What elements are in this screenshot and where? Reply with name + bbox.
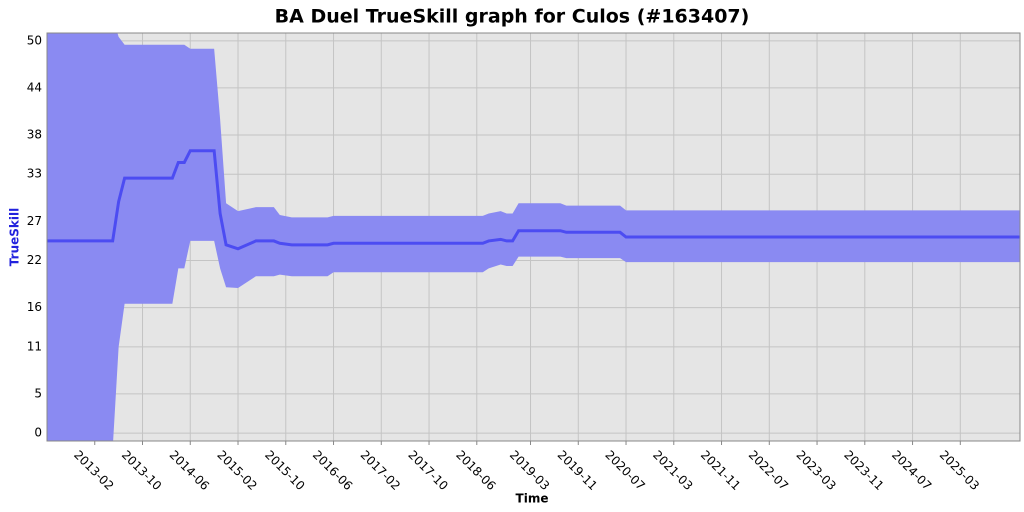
x-tick-label: 2018-06 xyxy=(453,448,498,493)
x-tick-label: 2016-06 xyxy=(310,448,355,493)
y-tick-label: 33 xyxy=(27,167,42,181)
x-tick-label: 2022-07 xyxy=(746,448,791,493)
x-tick-label: 2020-07 xyxy=(602,448,647,493)
x-tick-label: 2024-07 xyxy=(889,448,934,493)
x-tick-label: 2025-03 xyxy=(937,448,982,493)
plot-border xyxy=(46,32,1021,442)
x-tick-label: 2023-03 xyxy=(793,448,838,493)
x-tick-label: 2017-10 xyxy=(405,448,450,493)
y-tick-label: 38 xyxy=(27,128,42,142)
uncertainty-band xyxy=(47,33,1020,441)
y-tick-label: 44 xyxy=(27,80,42,94)
x-tick-label: 2021-11 xyxy=(698,448,743,493)
x-tick-label: 2021-03 xyxy=(650,448,695,493)
x-tick-label: 2023-11 xyxy=(841,448,886,493)
x-tick-label: 2019-11 xyxy=(555,448,600,493)
x-tick-label: 2013-02 xyxy=(71,448,116,493)
y-tick-label: 50 xyxy=(27,33,42,47)
y-tick-label: 11 xyxy=(27,339,42,353)
y-axis-label: TrueSkill xyxy=(8,208,22,266)
x-tick-label: 2013-10 xyxy=(119,448,164,493)
chart-title: BA Duel TrueSkill graph for Culos (#1634… xyxy=(275,6,750,28)
y-tick-label: 5 xyxy=(34,386,42,400)
x-tick-label: 2015-10 xyxy=(262,448,307,493)
x-tick-label: 2017-02 xyxy=(358,448,403,493)
x-tick-label: 2019-03 xyxy=(507,448,552,493)
x-axis-label: Time xyxy=(516,492,549,506)
x-tick-label: 2014-06 xyxy=(167,448,212,493)
y-tick-label: 27 xyxy=(27,214,42,228)
y-tick-label: 22 xyxy=(27,253,42,267)
y-tick-label: 16 xyxy=(27,300,42,314)
y-tick-label: 0 xyxy=(34,426,42,440)
trueskill-line xyxy=(47,149,1020,251)
x-tick-label: 2015-02 xyxy=(214,448,259,493)
